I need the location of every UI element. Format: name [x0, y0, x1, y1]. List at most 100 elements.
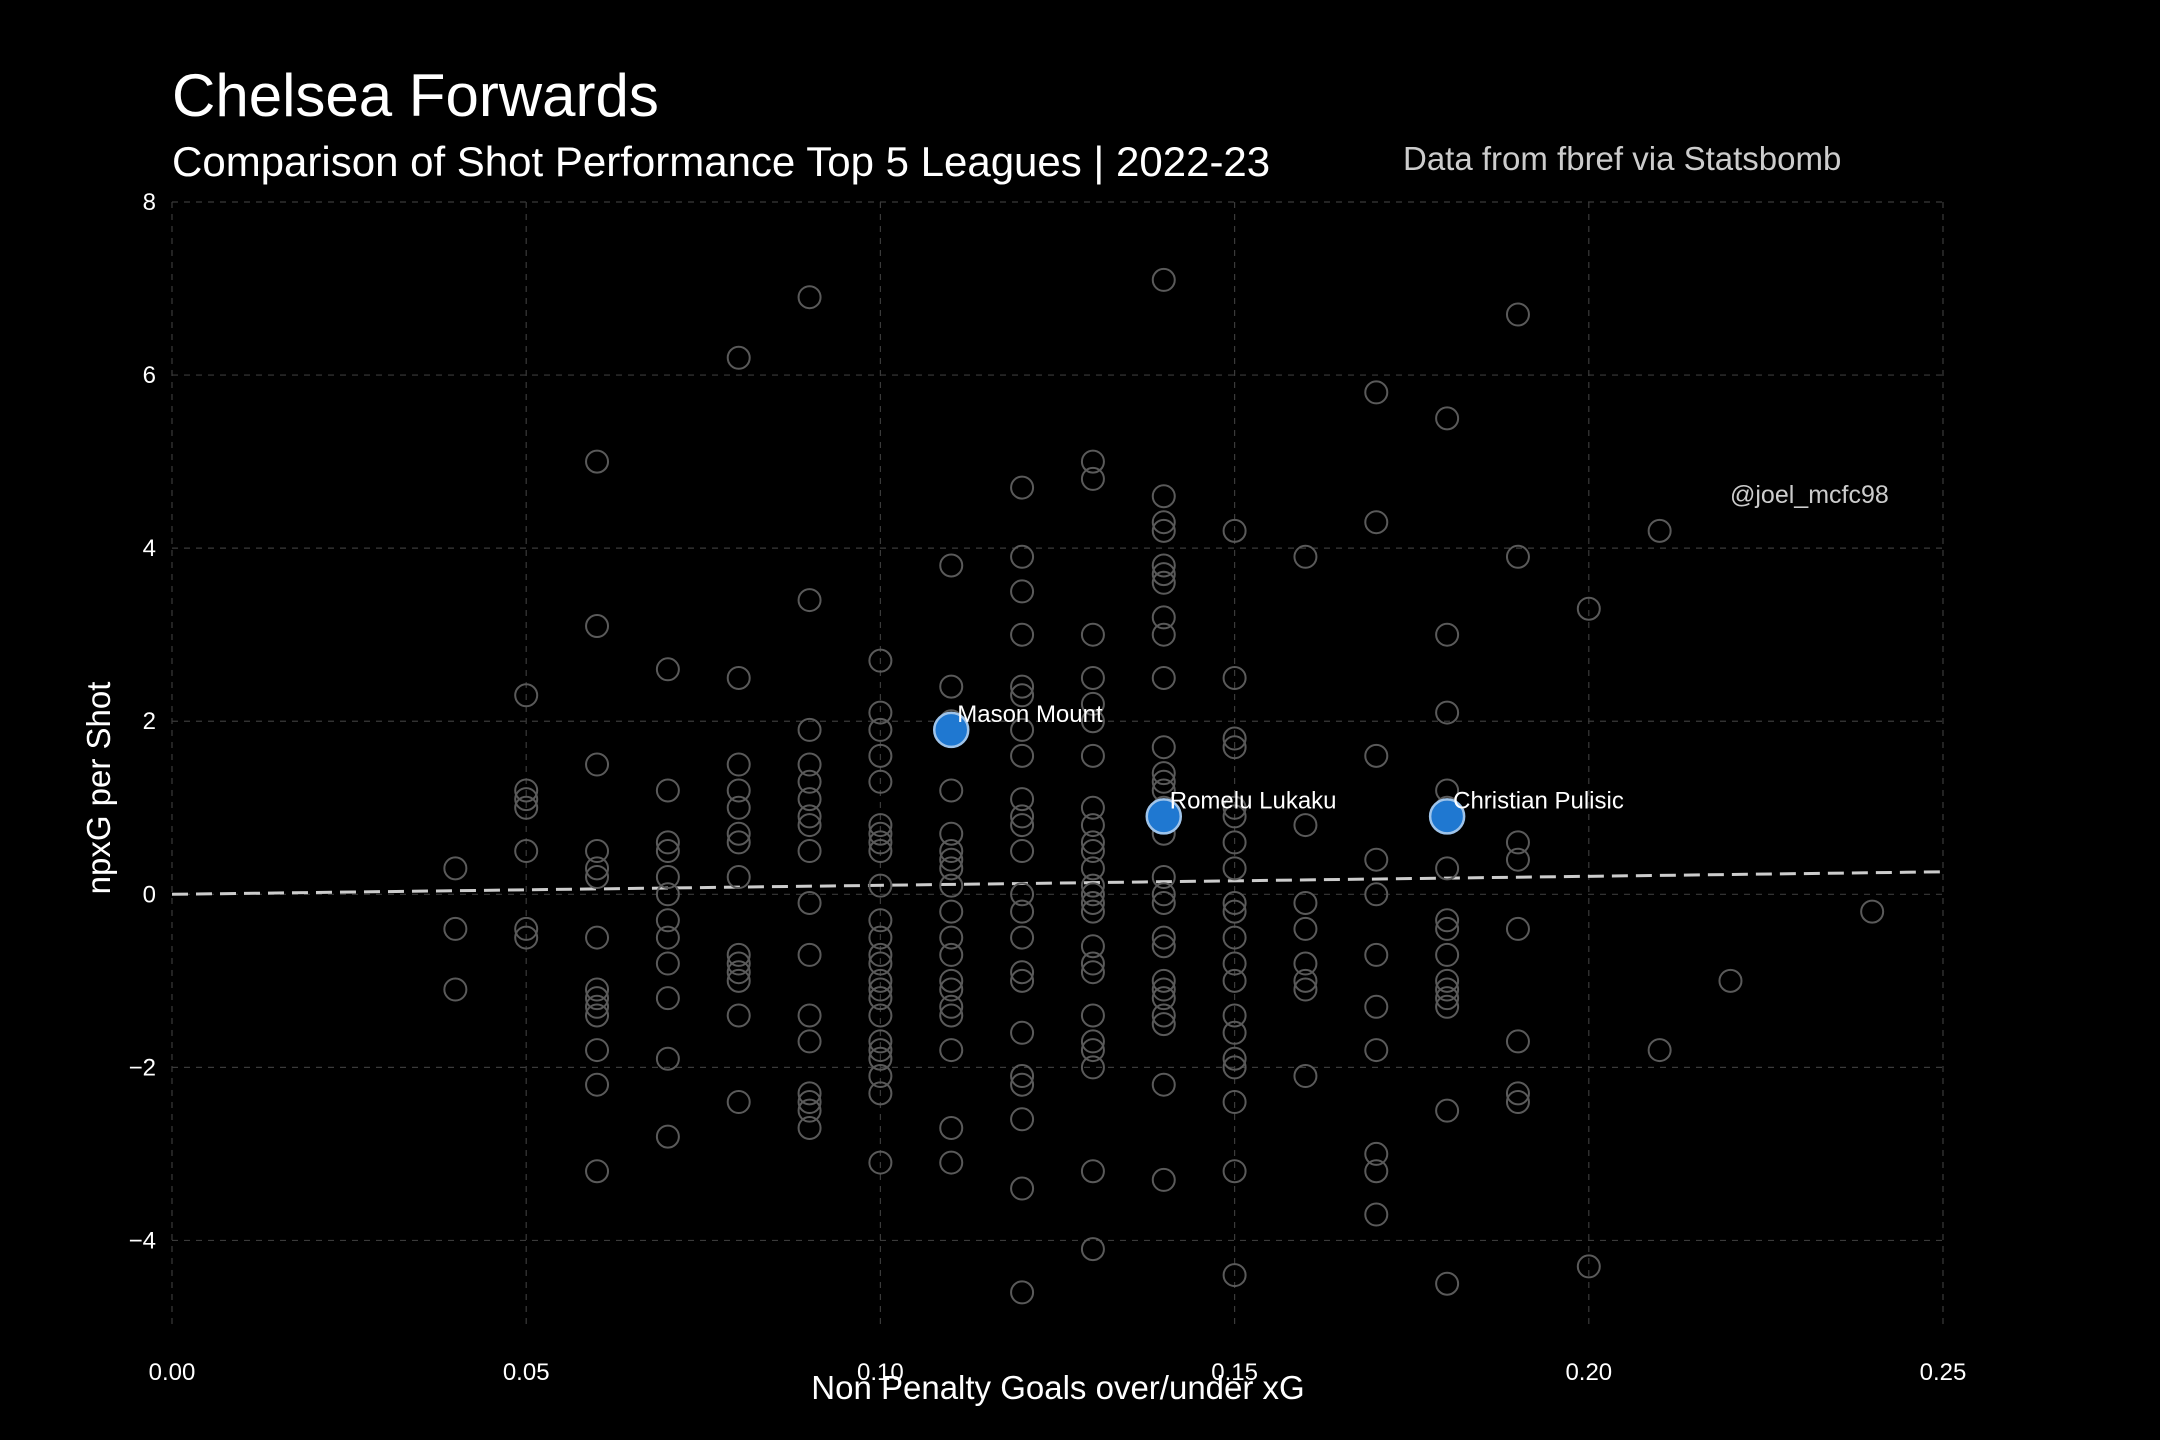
- data-point: [1080, 709, 1105, 734]
- data-point: [797, 1081, 822, 1106]
- data-point: [726, 821, 751, 846]
- data-point: [1010, 475, 1035, 500]
- data-point: [1010, 683, 1035, 708]
- data-point: [1364, 942, 1389, 967]
- data-point: [868, 1081, 893, 1106]
- data-point: [797, 752, 822, 777]
- data-point: [1010, 925, 1035, 950]
- data-point: [1435, 1098, 1460, 1123]
- y-tick-label: −4: [129, 1227, 156, 1254]
- y-axis-label: npxG per Shot: [80, 682, 117, 895]
- data-point: [1010, 717, 1035, 742]
- data-point: [1222, 1159, 1247, 1184]
- data-point: [939, 1150, 964, 1175]
- data-point: [1364, 1141, 1389, 1166]
- data-point: [1151, 769, 1176, 794]
- data-point: [1435, 856, 1460, 881]
- data-point: [797, 1003, 822, 1028]
- data-point: [585, 752, 610, 777]
- data-point: [726, 1090, 751, 1114]
- data-point: [1080, 960, 1105, 985]
- data-point: [1010, 1072, 1035, 1097]
- data-point: [1080, 813, 1105, 838]
- data-point: [1010, 674, 1035, 699]
- data-point: [1010, 622, 1035, 647]
- data-point: [1364, 1038, 1389, 1063]
- data-point: [585, 1003, 610, 1028]
- data-point: [1151, 553, 1176, 578]
- data-point: [655, 1046, 680, 1071]
- data-point: [1080, 1029, 1105, 1054]
- data-point: [868, 648, 893, 673]
- author-credit: @joel_mcfc98: [1730, 481, 1889, 509]
- data-point: [868, 830, 893, 855]
- data-point: [1435, 968, 1460, 993]
- data-point: [1222, 1003, 1247, 1028]
- highlight-label: Christian Pulisic: [1453, 787, 1624, 814]
- data-point: [1010, 839, 1035, 864]
- data-point: [1151, 484, 1176, 509]
- data-point: [1364, 882, 1389, 907]
- data-point: [1293, 813, 1318, 838]
- data-point: [1222, 830, 1247, 855]
- highlight-point: [932, 711, 970, 749]
- data-point: [1151, 882, 1176, 907]
- data-point: [868, 873, 893, 898]
- data-point: [1222, 968, 1247, 993]
- data-point: [797, 1098, 822, 1123]
- data-point: [1151, 761, 1176, 786]
- data-point: [1010, 813, 1035, 838]
- data-point: [1080, 951, 1105, 976]
- data-point: [1080, 1055, 1105, 1080]
- data-point: [797, 717, 822, 742]
- data-point: [868, 1029, 893, 1054]
- data-point: [1435, 916, 1460, 941]
- data-point: [1222, 925, 1247, 950]
- data-point: [1080, 1038, 1105, 1063]
- data-point: [514, 778, 539, 803]
- data-point: [1010, 579, 1035, 604]
- data-point: [1010, 882, 1035, 907]
- data-point: [1222, 856, 1247, 881]
- data-point: [939, 821, 964, 846]
- data-point: [939, 925, 964, 950]
- y-tick-label: 2: [143, 708, 156, 735]
- data-point: [797, 588, 822, 613]
- data-point: [1151, 925, 1176, 950]
- data-point: [868, 977, 893, 1002]
- data-point: [585, 986, 610, 1011]
- data-point: [939, 994, 964, 1019]
- data-point: [1080, 1237, 1105, 1262]
- data-point: [585, 614, 610, 639]
- data-point: [443, 856, 468, 881]
- data-point: [1222, 726, 1247, 751]
- data-point: [1080, 622, 1105, 647]
- points-layer: [443, 267, 1885, 1305]
- data-point: [514, 795, 539, 820]
- data-point: [1151, 267, 1176, 292]
- data-point: [726, 830, 751, 855]
- data-point: [514, 925, 539, 950]
- data-point: [1080, 665, 1105, 690]
- data-point: [1010, 544, 1035, 569]
- data-point: [1505, 1090, 1530, 1114]
- data-point: [797, 1115, 822, 1140]
- data-point: [1647, 1038, 1672, 1063]
- data-point: [1293, 977, 1318, 1002]
- data-point: [1505, 544, 1530, 569]
- data-point: [585, 1159, 610, 1184]
- data-point: [1435, 986, 1460, 1011]
- data-point: [1222, 665, 1247, 690]
- data-point: [1151, 665, 1176, 690]
- data-point: [868, 717, 893, 742]
- data-point: [1435, 994, 1460, 1019]
- x-tick-label: 0.15: [1211, 1359, 1258, 1386]
- data-point: [585, 839, 610, 864]
- data-point: [1080, 743, 1105, 768]
- data-point: [726, 951, 751, 976]
- data-point: [655, 865, 680, 889]
- data-point: [1222, 518, 1247, 543]
- data-point: [1364, 847, 1389, 872]
- data-point: [1080, 856, 1105, 881]
